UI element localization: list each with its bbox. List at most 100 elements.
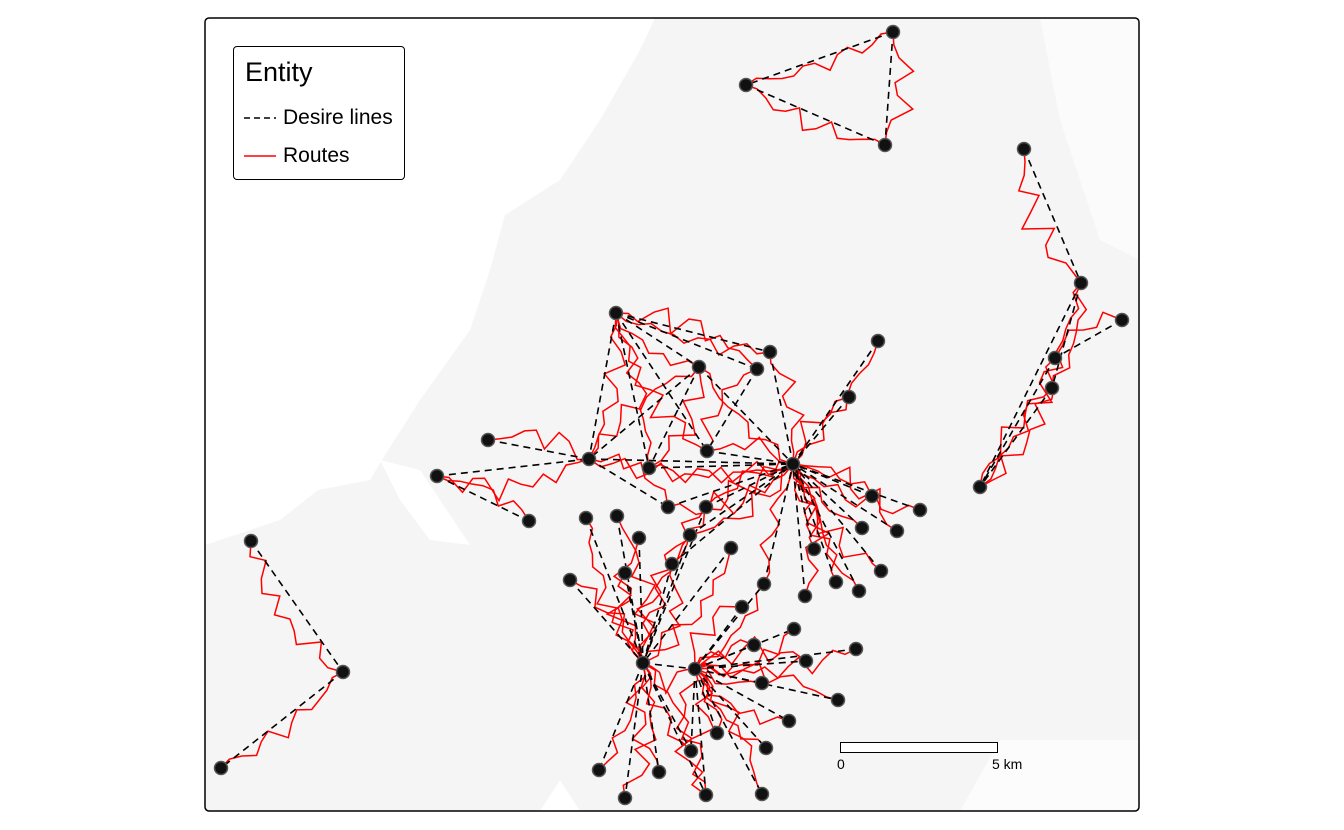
desire-line xyxy=(792,463,873,497)
zone-centroid-point[interactable] xyxy=(664,556,680,572)
zone-centroid-point[interactable] xyxy=(912,502,928,518)
route-line xyxy=(436,475,530,522)
route-line xyxy=(792,463,882,572)
desire-line xyxy=(585,517,644,664)
zone-centroid-point[interactable] xyxy=(687,661,703,677)
desire-line xyxy=(642,547,732,664)
desire-line xyxy=(745,31,894,86)
zone-centroid-point[interactable] xyxy=(828,574,844,590)
desire-line xyxy=(648,463,794,469)
zone-centroid-point[interactable] xyxy=(1016,141,1032,157)
desire-line xyxy=(792,463,898,532)
zone-centroid-point[interactable] xyxy=(798,653,814,669)
zone-centroid-point[interactable] xyxy=(635,655,651,671)
desire-line xyxy=(694,644,755,670)
water-s xyxy=(540,780,580,811)
zone-centroid-point[interactable] xyxy=(746,637,762,653)
route-line xyxy=(690,668,715,752)
zone-centroid-point[interactable] xyxy=(762,344,778,360)
zone-centroid-point[interactable] xyxy=(758,740,774,756)
zone-centroid-point[interactable] xyxy=(213,760,229,776)
zone-centroid-point[interactable] xyxy=(864,488,880,504)
zone-centroid-point[interactable] xyxy=(591,762,607,778)
legend-item-routes: Routes xyxy=(243,143,350,169)
zone-centroid-point[interactable] xyxy=(698,499,714,515)
zone-centroid-point[interactable] xyxy=(749,361,765,377)
zone-centroid-point[interactable] xyxy=(1044,380,1060,396)
zone-centroid-point[interactable] xyxy=(841,389,857,405)
zone-centroid-point[interactable] xyxy=(562,572,578,588)
desire-line xyxy=(694,660,807,670)
zone-centroid-point[interactable] xyxy=(848,641,864,657)
legend-label-routes: Routes xyxy=(283,144,350,167)
zone-centroid-point[interactable] xyxy=(734,599,750,615)
zone-centroid-point[interactable] xyxy=(578,510,594,526)
route-line xyxy=(648,463,794,484)
route-line xyxy=(598,662,647,771)
zone-centroid-point[interactable] xyxy=(781,713,797,729)
zone-centroid-point[interactable] xyxy=(1073,275,1089,291)
desire-line xyxy=(690,668,696,752)
route-line xyxy=(792,463,898,532)
zone-centroid-point[interactable] xyxy=(608,305,624,321)
zone-centroid-point[interactable] xyxy=(617,790,633,806)
desire-line xyxy=(638,537,644,664)
zone-centroid-point[interactable] xyxy=(756,576,772,592)
zone-centroid-point[interactable] xyxy=(1114,312,1130,328)
zone-centroid-point[interactable] xyxy=(854,520,870,536)
desire-line xyxy=(694,668,790,722)
zone-centroid-point[interactable] xyxy=(806,541,822,557)
zone-centroid-point[interactable] xyxy=(521,513,537,529)
zone-centroid-point[interactable] xyxy=(797,588,813,604)
zone-centroid-point[interactable] xyxy=(699,443,715,459)
desire-line xyxy=(642,662,660,773)
zone-centroid-point[interactable] xyxy=(785,456,801,472)
zone-centroid-point[interactable] xyxy=(889,523,905,539)
route-line xyxy=(689,605,743,670)
zone-centroid-point[interactable] xyxy=(682,527,698,543)
desire-line xyxy=(1054,319,1123,359)
zone-centroid-point[interactable] xyxy=(870,333,886,349)
route-line xyxy=(1051,282,1088,389)
zone-centroid-point[interactable] xyxy=(480,432,496,448)
zone-centroid-point[interactable] xyxy=(1047,350,1063,366)
zone-centroid-point[interactable] xyxy=(830,692,846,708)
zone-centroid-point[interactable] xyxy=(851,583,867,599)
zone-centroid-point[interactable] xyxy=(972,479,988,495)
route-line xyxy=(611,572,644,664)
zone-centroid-point[interactable] xyxy=(243,533,259,549)
desire-line xyxy=(667,463,794,508)
zone-centroid-point[interactable] xyxy=(786,621,802,637)
zone-centroid-point[interactable] xyxy=(660,499,676,515)
desire-line xyxy=(979,282,1082,488)
zone-centroid-point[interactable] xyxy=(609,508,625,524)
desire-line xyxy=(694,648,857,670)
zone-centroid-point[interactable] xyxy=(754,786,770,802)
zone-centroid-point[interactable] xyxy=(754,675,770,691)
route-line xyxy=(979,282,1082,488)
legend-title: Entity xyxy=(245,57,313,87)
zone-centroid-point[interactable] xyxy=(651,764,667,780)
desire-line xyxy=(745,84,886,146)
zone-centroid-point[interactable] xyxy=(335,664,351,680)
zone-centroid-point[interactable] xyxy=(631,530,647,546)
zone-centroid-point[interactable] xyxy=(581,451,597,467)
desire-line xyxy=(884,31,894,146)
zone-centroid-point[interactable] xyxy=(885,24,901,40)
zone-centroid-point[interactable] xyxy=(429,468,445,484)
zone-centroid-point[interactable] xyxy=(683,743,699,759)
zone-centroid-point[interactable] xyxy=(877,137,893,153)
zone-centroid-point[interactable] xyxy=(738,77,754,93)
zone-centroid-point[interactable] xyxy=(723,540,739,556)
zone-centroid-point[interactable] xyxy=(709,725,725,741)
zone-centroid-point[interactable] xyxy=(698,787,714,803)
route-line xyxy=(588,366,700,460)
zone-centroid-point[interactable] xyxy=(691,359,707,375)
zone-centroid-point[interactable] xyxy=(641,460,657,476)
route-line xyxy=(694,668,790,726)
zone-centroid-point[interactable] xyxy=(617,565,633,581)
zone-centroid-point[interactable] xyxy=(873,563,889,579)
estuary xyxy=(380,460,470,545)
route-line xyxy=(706,436,794,465)
